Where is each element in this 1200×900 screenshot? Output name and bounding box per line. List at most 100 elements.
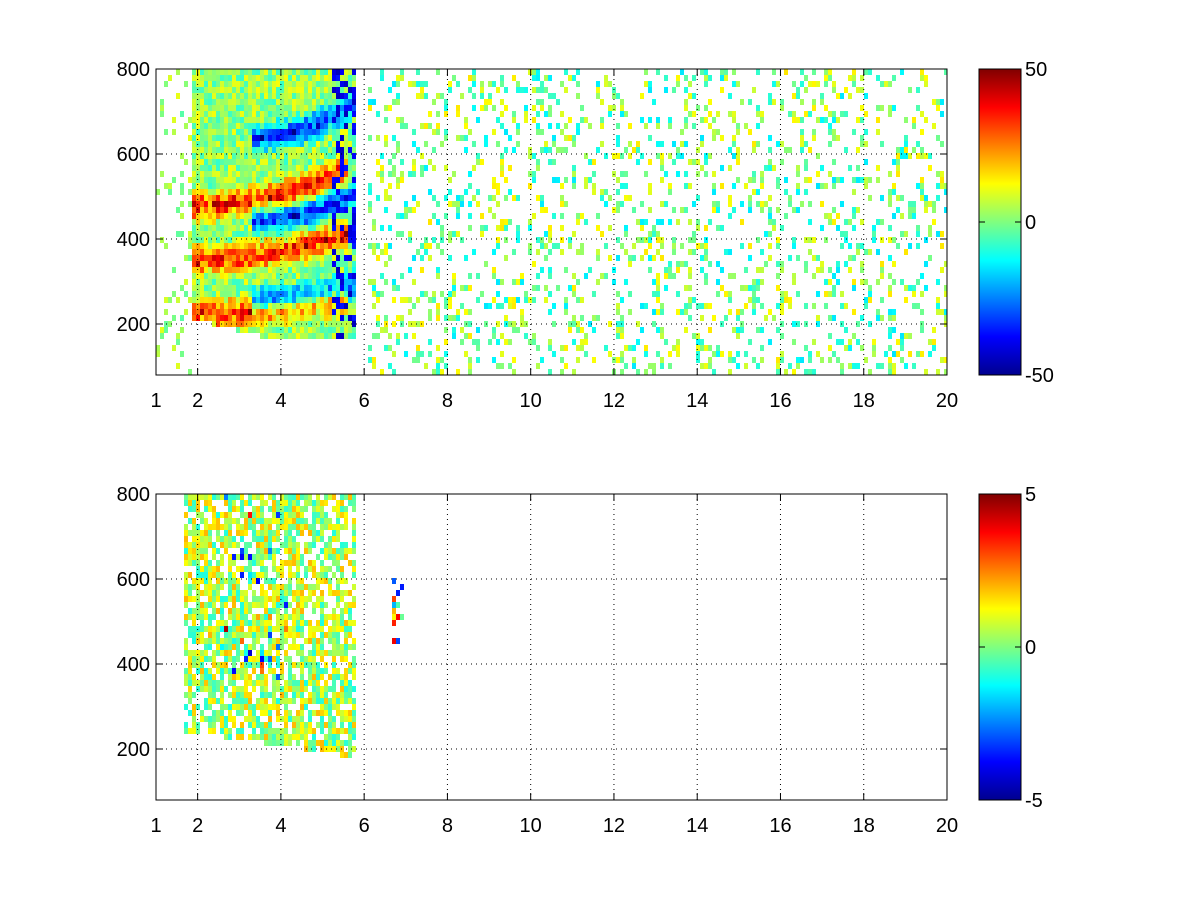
- heatmap-cell: [484, 225, 488, 231]
- heatmap-cell: [268, 596, 272, 602]
- heatmap-cell: [332, 189, 336, 195]
- heatmap-cell: [244, 273, 248, 279]
- heatmap-cell: [320, 237, 324, 243]
- heatmap-cell: [296, 560, 300, 566]
- heatmap-cell: [212, 183, 216, 189]
- heatmap-cell: [864, 297, 868, 303]
- heatmap-cell: [300, 93, 304, 99]
- heatmap-cell: [268, 111, 272, 117]
- heatmap-cell: [320, 710, 324, 716]
- heatmap-cell: [204, 303, 208, 309]
- heatmap-cell: [816, 291, 820, 297]
- heatmap-cell: [592, 327, 596, 333]
- heatmap-cell: [392, 135, 396, 141]
- heatmap-cell: [324, 129, 328, 135]
- heatmap-cell: [344, 333, 348, 339]
- heatmap-cell: [248, 315, 252, 321]
- heatmap-cell: [816, 351, 820, 357]
- heatmap-cell: [328, 315, 332, 321]
- heatmap-cell: [252, 99, 256, 105]
- heatmap-cell: [200, 117, 204, 123]
- heatmap-cell: [224, 159, 228, 165]
- heatmap-cell: [352, 584, 356, 590]
- heatmap-cell: [296, 315, 300, 321]
- heatmap-cell: [292, 297, 296, 303]
- heatmap-cell: [660, 327, 664, 333]
- heatmap-cell: [272, 147, 276, 153]
- heatmap-cell: [304, 99, 308, 105]
- heatmap-cell: [500, 303, 504, 309]
- heatmap-cell: [196, 189, 200, 195]
- heatmap-cell: [228, 578, 232, 584]
- heatmap-cell: [324, 183, 328, 189]
- heatmap-cell: [212, 177, 216, 183]
- heatmap-cell: [232, 704, 236, 710]
- heatmap-cell: [392, 620, 396, 626]
- heatmap-cell: [224, 105, 228, 111]
- heatmap-cell: [340, 590, 344, 596]
- heatmap-cell: [328, 135, 332, 141]
- heatmap-cell: [416, 321, 420, 327]
- heatmap-cell: [904, 147, 908, 153]
- heatmap-cell: [220, 69, 224, 75]
- heatmap-cell: [264, 249, 268, 255]
- heatmap-cell: [276, 644, 280, 650]
- heatmap-cell: [248, 213, 252, 219]
- heatmap-cell: [304, 620, 308, 626]
- heatmap-cell: [264, 632, 268, 638]
- heatmap-cell: [920, 189, 924, 195]
- heatmap-cell: [244, 159, 248, 165]
- heatmap-cell: [296, 237, 300, 243]
- heatmap-cell: [272, 668, 276, 674]
- heatmap-cell: [584, 351, 588, 357]
- heatmap-cell: [344, 542, 348, 548]
- heatmap-cell: [608, 351, 612, 357]
- heatmap-cell: [316, 219, 320, 225]
- heatmap-cell: [284, 494, 288, 500]
- heatmap-cell: [208, 291, 212, 297]
- heatmap-cell: [324, 710, 328, 716]
- heatmap-cell: [320, 75, 324, 81]
- heatmap-cell: [572, 183, 576, 189]
- heatmap-cell: [312, 159, 316, 165]
- heatmap-cell: [252, 716, 256, 722]
- heatmap-cell: [348, 135, 352, 141]
- heatmap-cell: [700, 255, 704, 261]
- heatmap-cell: [692, 123, 696, 129]
- heatmap-cell: [260, 728, 264, 734]
- heatmap-cell: [340, 261, 344, 267]
- heatmap-cell: [256, 225, 260, 231]
- heatmap-cell: [224, 512, 228, 518]
- heatmap-cell: [532, 171, 536, 177]
- heatmap-cell: [312, 566, 316, 572]
- heatmap-cell: [272, 674, 276, 680]
- heatmap-cell: [344, 117, 348, 123]
- heatmap-cell: [736, 159, 740, 165]
- heatmap-cell: [256, 207, 260, 213]
- heatmap-cell: [940, 231, 944, 237]
- heatmap-cell: [188, 590, 192, 596]
- heatmap-cell: [236, 165, 240, 171]
- heatmap-cell: [552, 351, 556, 357]
- heatmap-cell: [292, 147, 296, 153]
- heatmap-cell: [236, 123, 240, 129]
- heatmap-cell: [188, 710, 192, 716]
- heatmap-cell: [832, 159, 836, 165]
- heatmap-cell: [512, 147, 516, 153]
- heatmap-cell: [272, 512, 276, 518]
- heatmap-cell: [260, 93, 264, 99]
- heatmap-cell: [260, 494, 264, 500]
- heatmap-cell: [508, 303, 512, 309]
- heatmap-cell: [284, 75, 288, 81]
- heatmap-cell: [292, 261, 296, 267]
- heatmap-cell: [288, 261, 292, 267]
- heatmap-cell: [668, 183, 672, 189]
- heatmap-cell: [260, 285, 264, 291]
- x-tick-label: 16: [769, 390, 791, 412]
- heatmap-cell: [284, 710, 288, 716]
- heatmap-cell: [336, 189, 340, 195]
- heatmap-cell: [320, 93, 324, 99]
- heatmap-cell: [216, 548, 220, 554]
- heatmap-cell: [484, 261, 488, 267]
- heatmap-cell: [184, 524, 188, 530]
